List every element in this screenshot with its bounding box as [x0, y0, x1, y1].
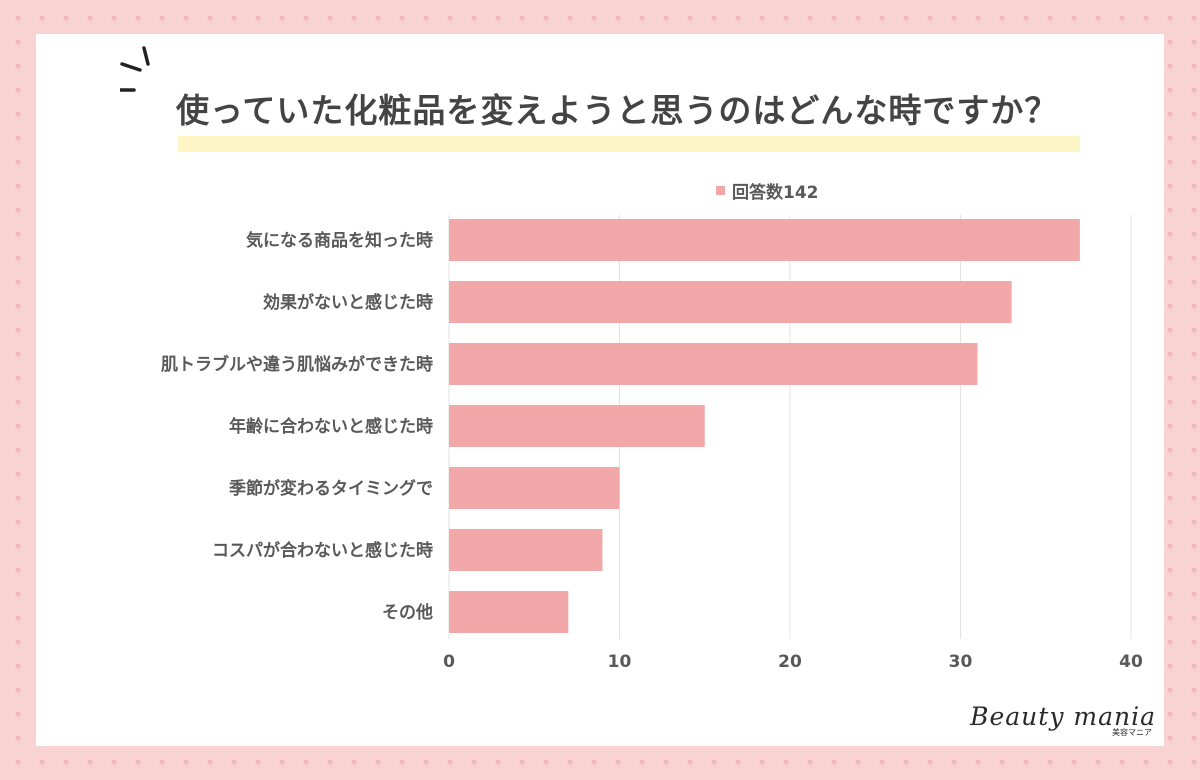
- x-tick-label: 0: [443, 652, 455, 672]
- legend-label: 回答数142: [732, 183, 819, 203]
- category-label: コスパが合わないと感じた時: [212, 540, 433, 561]
- bar: [449, 405, 705, 447]
- brand-logo: Beauty mania 美容マニア: [970, 702, 1156, 738]
- bar: [449, 281, 1012, 323]
- x-tick-label: 30: [949, 652, 973, 672]
- x-tick-label: 10: [608, 652, 632, 672]
- category-label: 気になる商品を知った時: [245, 230, 433, 251]
- bar-chart: 0 10 20 30 40 気になる商品を知った時効果がないと感じた時肌トラブルや違う肌悩…: [161, 215, 1143, 672]
- category-label: 年齢に合わないと感じた時: [229, 416, 433, 437]
- bar: [449, 219, 1080, 261]
- bar: [449, 343, 978, 385]
- bar: [449, 467, 620, 509]
- title-highlight: [178, 136, 1080, 152]
- legend: 回答数142: [716, 178, 819, 203]
- chart-title: 使っていた化粧品を変えようと思うのはどんな時ですか？: [176, 91, 1059, 130]
- category-label: 効果がないと感じた時: [263, 292, 433, 313]
- brand-name: Beauty mania: [970, 702, 1156, 731]
- legend-swatch: [716, 186, 725, 195]
- x-tick-label: 20: [778, 652, 802, 672]
- title-area: 使っていた化粧品を変えようと思うのはどんな時ですか？: [176, 84, 1080, 152]
- brand-subtitle: 美容マニア: [1112, 728, 1152, 737]
- category-label: 季節が変わるタイミングで: [229, 478, 433, 499]
- bar: [449, 591, 569, 633]
- category-label: 肌トラブルや違う肌悩みができた時: [161, 354, 433, 375]
- chart-card: 使っていた化粧品を変えようと思うのはどんな時ですか？ 回答数142 0 10 20 3…: [36, 34, 1164, 746]
- category-label: その他: [382, 602, 433, 623]
- sparkle-icon: [120, 46, 150, 92]
- bar: [449, 529, 603, 571]
- x-tick-label: 40: [1119, 652, 1143, 672]
